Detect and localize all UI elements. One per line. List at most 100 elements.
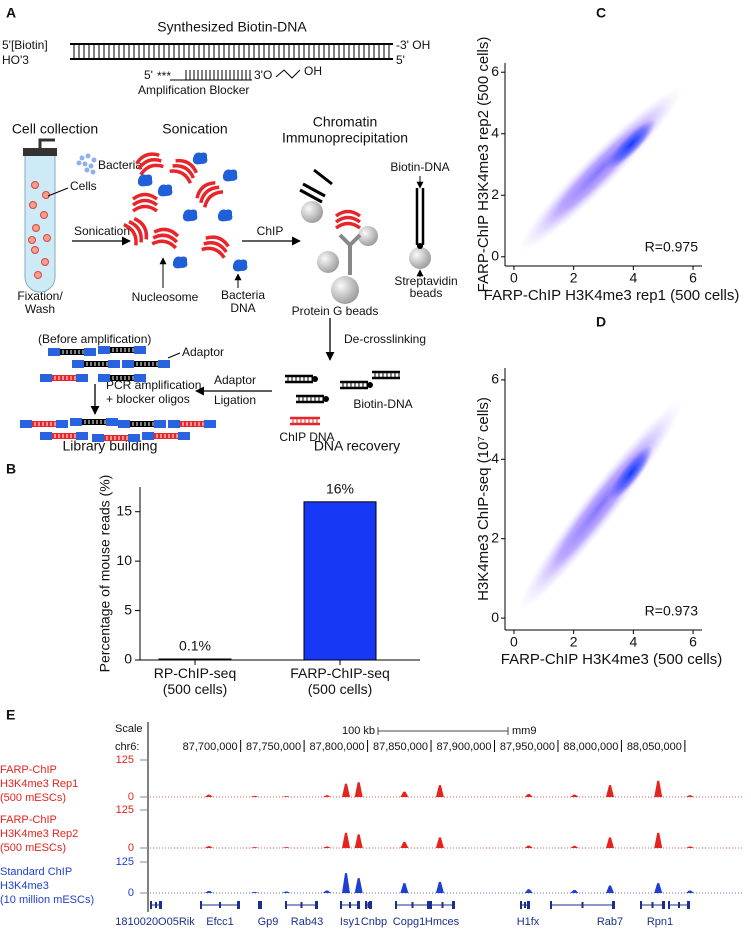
label: Adaptor bbox=[214, 373, 256, 387]
annotation: R=0.975 bbox=[645, 239, 699, 255]
gene-label: Hmces bbox=[425, 916, 460, 928]
nucleosome bbox=[135, 152, 164, 176]
cell bbox=[40, 211, 48, 219]
y-axis-label: H3K4me3 ChIP-seq (10⁷ cells) bbox=[475, 397, 492, 601]
scale-label: Scale bbox=[115, 723, 143, 735]
insert bbox=[84, 361, 108, 367]
peak bbox=[400, 841, 409, 848]
peak bbox=[524, 889, 533, 893]
exon bbox=[550, 901, 552, 909]
insert bbox=[154, 433, 178, 439]
exon bbox=[349, 902, 351, 908]
exon bbox=[155, 902, 157, 908]
exon bbox=[237, 901, 240, 909]
adaptor bbox=[154, 420, 166, 428]
label: Cell collection bbox=[12, 121, 98, 137]
label: 5' bbox=[144, 68, 153, 82]
ruler-label: 87,700,000 bbox=[183, 741, 238, 753]
panel-letter: D bbox=[596, 314, 606, 330]
insert bbox=[60, 349, 84, 355]
gene-label: H1fx bbox=[517, 916, 540, 928]
gene-label: Rpn1 bbox=[647, 916, 673, 928]
bacterium bbox=[84, 167, 90, 173]
bacterium bbox=[90, 169, 96, 175]
x-tick-label: FARP-ChIP-seq (500 cells) bbox=[290, 665, 390, 697]
adaptor bbox=[76, 432, 88, 440]
label: 5' bbox=[396, 53, 405, 67]
peak bbox=[654, 883, 663, 893]
annotation: R=0.973 bbox=[645, 603, 699, 619]
y-tick-label: 4 bbox=[491, 124, 499, 140]
density bbox=[517, 86, 684, 253]
adaptor bbox=[204, 420, 216, 428]
tube-line bbox=[38, 138, 55, 148]
gene-label: 1810020O05Rik bbox=[115, 916, 195, 928]
genome-label: mm9 bbox=[512, 725, 536, 737]
bar bbox=[158, 658, 232, 661]
gene-label: Copg1 bbox=[393, 916, 425, 928]
bacteria-dna bbox=[182, 209, 198, 222]
exon bbox=[369, 901, 372, 909]
peak bbox=[654, 832, 663, 848]
exon bbox=[441, 902, 444, 908]
peak bbox=[435, 881, 444, 893]
ruler-label: 87,900,000 bbox=[436, 741, 491, 753]
density-core bbox=[606, 119, 656, 170]
exon bbox=[300, 902, 303, 908]
peak bbox=[322, 890, 331, 893]
track-y-label: 0 bbox=[128, 887, 134, 899]
tube bbox=[24, 151, 56, 293]
exon bbox=[200, 901, 202, 909]
exon bbox=[581, 902, 584, 908]
gene-label: Efcc1 bbox=[206, 916, 234, 928]
label: Protein G beads bbox=[292, 304, 379, 318]
exon bbox=[285, 901, 287, 909]
bacteria-dna bbox=[222, 169, 238, 182]
peak bbox=[282, 796, 291, 797]
exon bbox=[527, 901, 530, 909]
scale-bar-label: 100 kb bbox=[342, 725, 375, 737]
label: Chromatin bbox=[313, 114, 378, 130]
label: Synthesized Biotin-DNA bbox=[157, 19, 307, 35]
insert bbox=[110, 375, 134, 381]
label: Sonication bbox=[74, 224, 130, 238]
cell bbox=[43, 234, 51, 242]
bacteria-dna bbox=[217, 209, 233, 222]
exon bbox=[340, 901, 342, 909]
density bbox=[517, 398, 684, 613]
x-tick-label: 4 bbox=[629, 270, 637, 286]
exon bbox=[430, 901, 432, 909]
biotin bbox=[323, 396, 329, 402]
ruler-label: 88,000,000 bbox=[563, 741, 618, 753]
exon bbox=[357, 901, 360, 909]
ruler-label: 87,950,000 bbox=[500, 741, 555, 753]
cell bbox=[32, 224, 40, 232]
adaptor bbox=[76, 374, 88, 382]
biotin bbox=[417, 243, 423, 249]
y-tick-label: 6 bbox=[491, 371, 499, 387]
label: HO'3 bbox=[2, 53, 29, 67]
y-tick-label: 15 bbox=[116, 502, 132, 518]
biotin bbox=[312, 376, 318, 382]
cell bbox=[29, 201, 37, 209]
peak bbox=[606, 885, 614, 893]
exon bbox=[651, 902, 654, 908]
label: 5'[Biotin] bbox=[2, 38, 48, 52]
adaptor bbox=[158, 360, 170, 368]
label: DNA bbox=[230, 301, 255, 315]
insert bbox=[134, 361, 158, 367]
biotin bbox=[367, 382, 373, 388]
peak bbox=[570, 794, 579, 797]
x-tick-label: 2 bbox=[570, 270, 578, 286]
track-y-label: 0 bbox=[128, 791, 134, 803]
cell bbox=[41, 258, 49, 266]
y-tick-label: 10 bbox=[116, 552, 132, 568]
exon bbox=[259, 902, 261, 908]
cell bbox=[34, 271, 42, 279]
streptavidin-bead bbox=[409, 247, 431, 269]
nucleosome bbox=[151, 227, 180, 250]
insert bbox=[180, 421, 204, 427]
panel-letter: A bbox=[6, 5, 16, 21]
y-tick-label: 0 bbox=[491, 247, 499, 263]
insert bbox=[110, 347, 134, 353]
